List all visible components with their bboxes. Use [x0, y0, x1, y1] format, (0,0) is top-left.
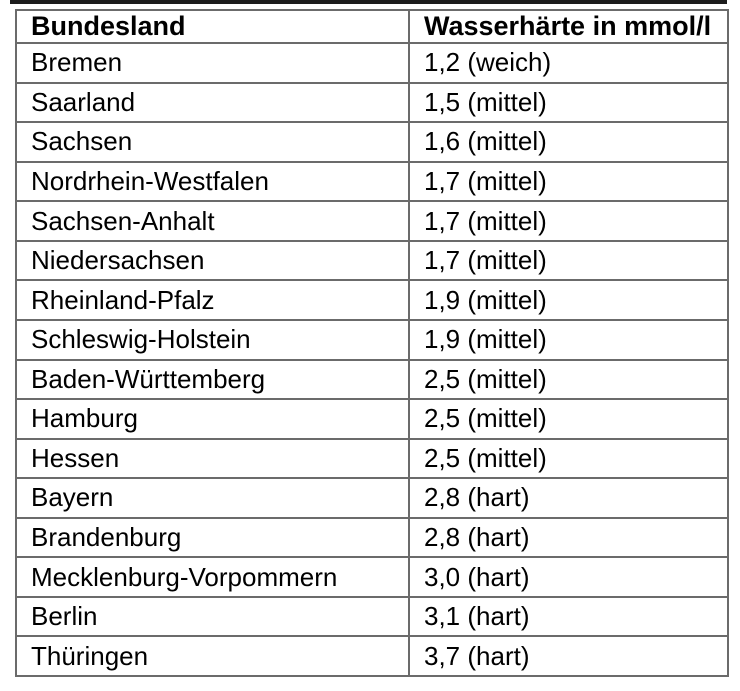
table-row: Rheinland-Pfalz 1,9 (mittel) — [15, 279, 729, 321]
table-row: Sachsen-Anhalt 1,7 (mittel) — [15, 200, 729, 242]
state-cell: Brandenburg — [15, 516, 410, 559]
hardness-cell: 1,9 (mittel) — [408, 279, 729, 321]
table-row: Berlin 3,1 (hart) — [15, 595, 729, 638]
state-cell: Berlin — [15, 595, 410, 638]
hardness-cell: 2,5 (mittel) — [408, 358, 729, 401]
hardness-cell: 1,7 (mittel) — [408, 160, 729, 203]
hardness-cell: 1,2 (weich) — [408, 42, 729, 84]
table-row: Sachsen 1,6 (mittel) — [15, 121, 729, 163]
hardness-cell: 3,7 (hart) — [408, 635, 729, 677]
state-cell: Hessen — [15, 437, 410, 480]
table-row: Schleswig-Holstein 1,9 (mittel) — [15, 318, 729, 361]
table-row: Bremen 1,2 (weich) — [15, 42, 729, 84]
state-cell: Schleswig-Holstein — [15, 318, 410, 361]
top-edge-rule — [10, 0, 727, 4]
state-cell: Saarland — [15, 81, 410, 124]
hardness-cell: 2,5 (mittel) — [408, 398, 729, 440]
hardness-cell: 2,8 (hart) — [408, 516, 729, 559]
hardness-cell: 1,7 (mittel) — [408, 239, 729, 282]
table-row: Baden-Württemberg 2,5 (mittel) — [15, 358, 729, 401]
state-cell: Niedersachsen — [15, 239, 410, 282]
state-cell: Thüringen — [15, 635, 410, 677]
state-cell: Sachsen — [15, 121, 410, 163]
hardness-cell: 1,6 (mittel) — [408, 121, 729, 163]
state-cell: Bremen — [15, 42, 410, 84]
table-row: Hamburg 2,5 (mittel) — [15, 398, 729, 440]
table-row: Nordrhein-Westfalen 1,7 (mittel) — [15, 160, 729, 203]
table-row: Mecklenburg-Vorpommern 3,0 (hart) — [15, 556, 729, 598]
state-cell: Hamburg — [15, 398, 410, 440]
hardness-cell: 2,8 (hart) — [408, 477, 729, 519]
hardness-cell: 3,0 (hart) — [408, 556, 729, 598]
table-row: Saarland 1,5 (mittel) — [15, 81, 729, 124]
table-row: Hessen 2,5 (mittel) — [15, 437, 729, 480]
table-row: Niedersachsen 1,7 (mittel) — [15, 239, 729, 282]
hardness-cell: 1,9 (mittel) — [408, 318, 729, 361]
column-header-wasserhaerte: Wasserhärte in mmol/l — [408, 9, 729, 44]
table-row: Bayern 2,8 (hart) — [15, 477, 729, 519]
table-row: Thüringen 3,7 (hart) — [15, 635, 729, 677]
state-cell: Baden-Württemberg — [15, 358, 410, 401]
header-row: Bundesland Wasserhärte in mmol/l — [15, 9, 729, 44]
hardness-cell: 3,1 (hart) — [408, 595, 729, 638]
state-cell: Rheinland-Pfalz — [15, 279, 410, 321]
state-cell: Mecklenburg-Vorpommern — [15, 556, 410, 598]
state-cell: Sachsen-Anhalt — [15, 200, 410, 242]
water-hardness-table: Bundesland Wasserhärte in mmol/l Bremen … — [15, 9, 729, 677]
state-cell: Bayern — [15, 477, 410, 519]
table-row: Brandenburg 2,8 (hart) — [15, 516, 729, 559]
column-header-bundesland: Bundesland — [15, 9, 410, 44]
hardness-cell: 2,5 (mittel) — [408, 437, 729, 480]
hardness-cell: 1,7 (mittel) — [408, 200, 729, 242]
hardness-cell: 1,5 (mittel) — [408, 81, 729, 124]
state-cell: Nordrhein-Westfalen — [15, 160, 410, 203]
